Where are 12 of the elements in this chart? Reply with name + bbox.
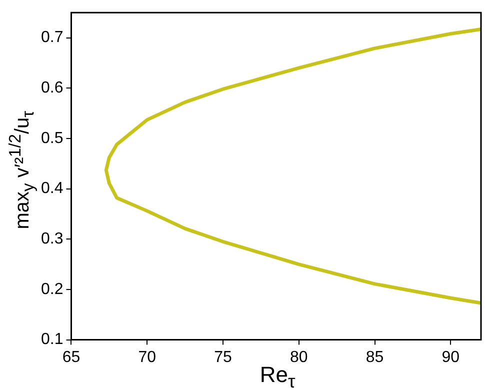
x-tick-label: 70 — [138, 348, 156, 366]
y-tick-label: 0.4 — [40, 180, 64, 198]
y-tick-label: 0.1 — [40, 331, 64, 348]
x-tick-label: 85 — [366, 348, 384, 366]
x-tick-label: 65 — [62, 348, 80, 366]
y-tick-label: 0.6 — [40, 80, 64, 97]
y-tick-label: 0.7 — [40, 29, 64, 46]
y-tick-label: 0.2 — [40, 280, 64, 298]
y-tick-label: 0.5 — [40, 130, 64, 147]
x-tick-label: 90 — [442, 348, 460, 366]
x-tick-label: 75 — [214, 348, 232, 366]
y-tick-label: 0.3 — [40, 230, 64, 248]
